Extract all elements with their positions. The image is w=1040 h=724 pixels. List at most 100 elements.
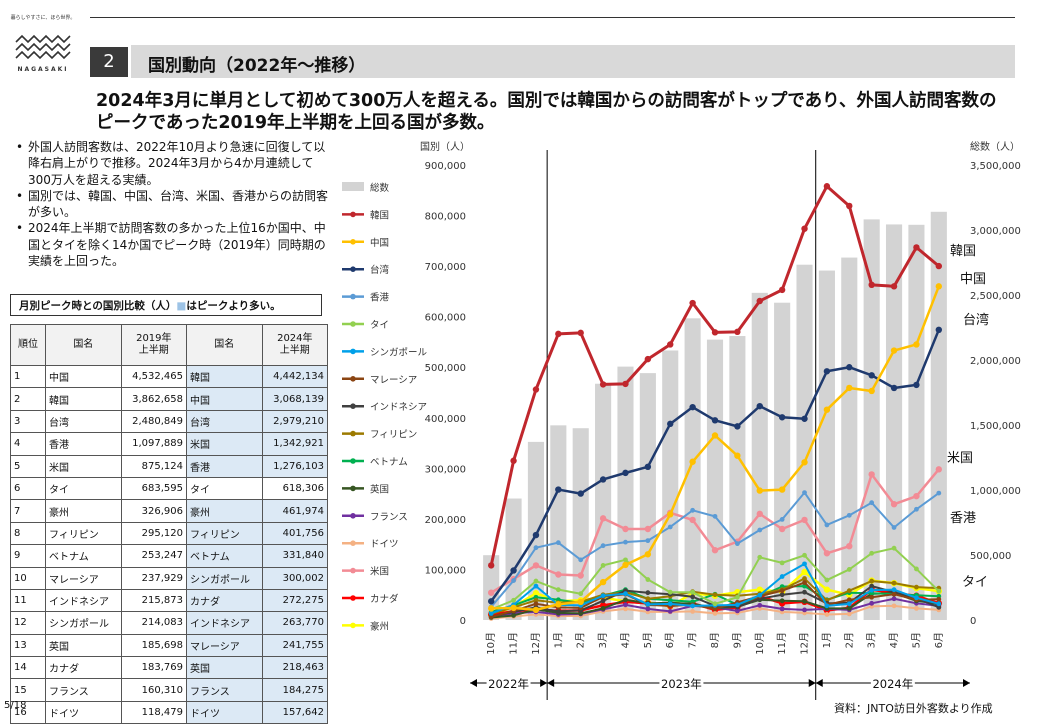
x-tick-label: 12月: [799, 632, 811, 655]
value-2024-cell: 263,770: [261, 611, 329, 635]
series-point-2: [868, 372, 875, 379]
series-point-2: [577, 490, 584, 497]
legend-marker-4: [350, 321, 356, 327]
rank-cell: 9: [10, 544, 46, 568]
series-point-5: [936, 601, 942, 607]
table-header-row: 順位 国名 2019年 上半期 国名 2024年 上半期: [10, 324, 329, 366]
series-point-1: [510, 604, 517, 612]
legend-label-11: フランス: [370, 512, 408, 523]
x-tick-label: 4月: [888, 632, 900, 648]
header-2019-h1: 2019年 上半期: [120, 324, 187, 366]
series-point-6: [802, 580, 807, 585]
total-bar: [930, 211, 947, 621]
series-point-1: [577, 598, 584, 605]
series-point-10: [779, 598, 785, 604]
section-number: 2: [90, 47, 128, 77]
series-point-0: [846, 202, 853, 210]
series-point-5: [869, 587, 875, 593]
legend-label-total: 総数: [370, 182, 390, 194]
left-tick-label: 900,000: [425, 161, 466, 172]
series-point-1: [913, 341, 920, 348]
table-row: 4 香港 1,097,889 米国 1,342,921: [10, 432, 329, 456]
series-point-2: [667, 420, 674, 428]
series-point-4: [667, 589, 673, 595]
series-point-6: [936, 596, 942, 602]
series-point-2: [644, 463, 652, 471]
series-point-1: [689, 458, 696, 465]
series-point-0: [756, 297, 763, 305]
series-point-1: [846, 384, 853, 392]
series-point-3: [712, 513, 718, 519]
section-title: 国別動向（2022年～推移）: [148, 56, 366, 76]
right-tick-label: 3,000,000: [970, 226, 1021, 237]
series-point-4: [623, 557, 628, 563]
series-point-2: [846, 364, 853, 371]
value-2024-cell: 2,979,210: [261, 409, 329, 434]
series-point-10: [623, 597, 628, 603]
country-2024-cell: 台湾: [185, 409, 263, 434]
rank-cell: 7: [10, 499, 46, 523]
series-point-13: [599, 515, 607, 522]
rank-cell: 15: [10, 678, 46, 702]
right-tick-label: 1,000,000: [970, 486, 1021, 497]
value-2019-cell: 875,124: [120, 454, 187, 478]
year-label: 2023年: [661, 677, 702, 691]
country-2019-cell: フィリピン: [45, 521, 122, 546]
series-point-13: [801, 516, 808, 524]
series-point-2: [689, 403, 696, 411]
country-2019-cell: 韓国: [45, 387, 122, 411]
left-tick-label: 500,000: [425, 363, 466, 374]
value-2019-cell: 118,479: [120, 700, 187, 724]
total-bar: [550, 425, 567, 620]
country-2019-cell: フランス: [45, 678, 122, 702]
series-point-0: [734, 328, 741, 336]
left-tick-label: 300,000: [425, 464, 466, 475]
peak-comparison-caption: 月別ピーク時との国別比較（人）■はピークより多い。: [10, 294, 322, 316]
year-label-bg: [659, 672, 704, 692]
header-country-2019: 国名: [45, 324, 122, 366]
value-2024-cell: 272,275: [261, 588, 329, 613]
headline: 2024年3月に単月として初めて300万人を超える。国別では韓国からの訪問客がト…: [96, 91, 997, 133]
x-tick-label: 1月: [821, 632, 833, 648]
legend-label-5: シンガポール: [370, 347, 428, 358]
country-2024-cell: ベトナム: [185, 544, 263, 568]
end-label: 中国: [960, 272, 986, 287]
value-2024-cell: 331,840: [261, 544, 329, 568]
series-point-3: [578, 557, 584, 563]
left-tick-label: 100,000: [425, 565, 466, 576]
series-point-7: [869, 583, 875, 589]
legend-label-3: 香港: [370, 292, 390, 304]
legend-label-12: ドイツ: [370, 539, 399, 550]
series-point-3: [936, 490, 942, 496]
series-point-5: [802, 561, 807, 567]
source-note: 資料：JNTO訪日外客数より作成: [834, 702, 993, 715]
left-tick-label: 0: [460, 616, 466, 627]
legend-marker-8: [350, 430, 356, 437]
series-point-3: [533, 545, 539, 551]
legend-marker-6: [350, 376, 356, 382]
header-rank: 順位: [10, 324, 46, 366]
series-point-8: [533, 597, 539, 603]
series-point-7: [802, 589, 807, 595]
legend-swatch-total: [342, 182, 364, 191]
rank-cell: 13: [10, 633, 46, 658]
x-tick-label: 2月: [575, 632, 587, 648]
arrow-head-right: [540, 679, 548, 687]
series-point-13: [913, 492, 920, 500]
table-row: 3 台湾 2,480,849 台湾 2,979,210: [10, 409, 329, 434]
total-bar: [774, 302, 791, 620]
series-point-13: [487, 589, 495, 596]
x-tick-label: 6月: [933, 632, 945, 648]
series-point-2: [823, 368, 831, 375]
series-point-1: [644, 551, 652, 558]
series-point-8: [891, 580, 897, 586]
series-point-2: [890, 384, 898, 392]
series-point-2: [913, 381, 920, 389]
series-point-3: [914, 506, 919, 512]
series-point-13: [711, 547, 719, 554]
legend-label-9: ベトナム: [370, 457, 408, 468]
header-2024-h1: 2024年 上半期: [261, 324, 329, 366]
series-point-6: [779, 588, 785, 594]
series-point-1: [555, 601, 562, 608]
total-bar: [505, 498, 522, 620]
